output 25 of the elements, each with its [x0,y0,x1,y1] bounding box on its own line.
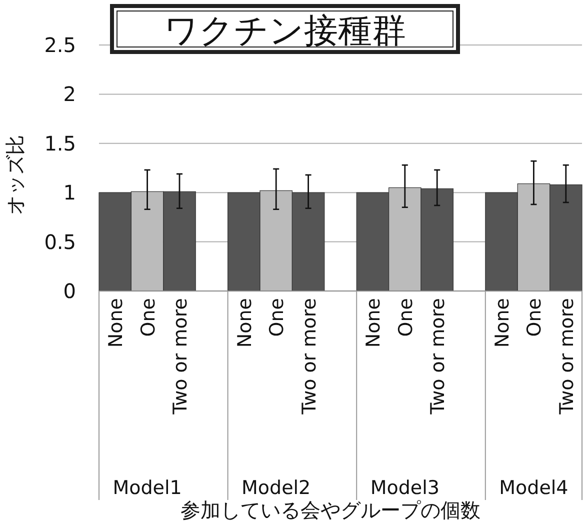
x-tick-label: Two or more [427,298,450,416]
y-tick-label: 2.5 [44,33,76,57]
x-tick-label: None [362,298,385,348]
y-tick-label: 2 [63,82,76,106]
y-tick-label: 1 [63,180,76,205]
text: Model4 [499,477,568,499]
x-tick-label: None [234,298,256,348]
x-tick-label: Two or more [556,298,578,416]
x-axis-title: 参加している会やグループの個数 [180,498,480,522]
text: Model1 [112,477,182,499]
text: Model2 [242,477,311,499]
x-tick-label: None [492,298,514,348]
x-tick-label: One [266,298,288,337]
text: Model3 [370,477,440,499]
x-tick-label: One [394,298,417,337]
y-tick-label: 1.5 [44,131,76,156]
y-tick-label: 0 [63,279,76,303]
x-tick-label: None [105,298,128,348]
x-tick-label: Two or more [170,298,192,416]
x-tick-label: One [137,298,160,337]
y-tick-label: 0.5 [44,230,76,254]
x-tick-label: One [524,298,546,337]
x-tick-label: Two or more [298,298,320,416]
chart-title: ワクチン接種群 [164,11,406,51]
y-axis-title: オッズ比 [3,135,27,215]
